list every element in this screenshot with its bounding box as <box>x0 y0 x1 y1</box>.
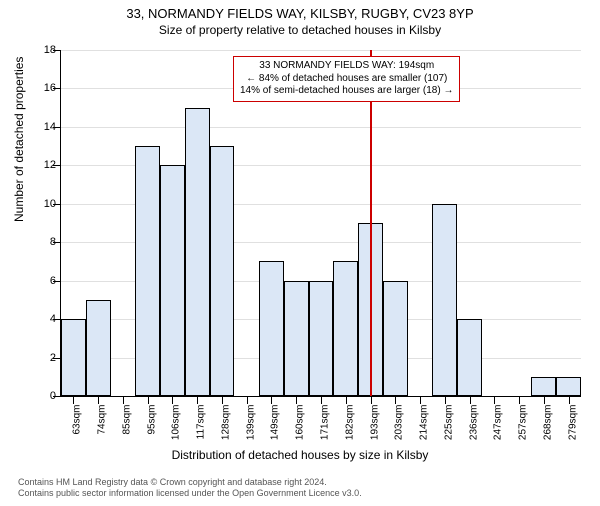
x-tick <box>346 396 347 404</box>
histogram-bar <box>531 377 556 396</box>
histogram-bar <box>86 300 111 396</box>
x-tick-label: 203sqm <box>394 405 405 441</box>
chart-container: 33, NORMANDY FIELDS WAY, KILSBY, RUGBY, … <box>0 6 600 506</box>
x-tick <box>296 396 297 404</box>
y-tick-label: 10 <box>26 198 56 210</box>
plot-region: 63sqm74sqm85sqm95sqm106sqm117sqm128sqm13… <box>60 50 581 397</box>
y-tick-label: 12 <box>26 159 56 171</box>
x-tick <box>395 396 396 404</box>
y-tick-label: 8 <box>26 236 56 248</box>
x-tick-label: 106sqm <box>171 405 182 441</box>
x-tick-label: 171sqm <box>320 405 331 441</box>
histogram-bar <box>160 165 185 396</box>
x-tick <box>148 396 149 404</box>
histogram-bar <box>284 281 309 396</box>
x-tick <box>544 396 545 404</box>
x-tick <box>98 396 99 404</box>
histogram-bar <box>259 261 284 396</box>
x-tick <box>271 396 272 404</box>
chart-subtitle: Size of property relative to detached ho… <box>0 23 600 37</box>
x-tick <box>172 396 173 404</box>
x-tick-label: 85sqm <box>121 405 132 435</box>
annotation-box: 33 NORMANDY FIELDS WAY: 194sqm← 84% of d… <box>233 56 460 102</box>
x-tick <box>197 396 198 404</box>
chart-area: 63sqm74sqm85sqm95sqm106sqm117sqm128sqm13… <box>60 50 580 396</box>
y-tick-label: 4 <box>26 313 56 325</box>
attribution-line1: Contains HM Land Registry data © Crown c… <box>18 477 362 489</box>
x-tick-label: 279sqm <box>567 405 578 441</box>
attribution: Contains HM Land Registry data © Crown c… <box>18 477 362 500</box>
histogram-bar <box>61 319 86 396</box>
x-tick-label: 193sqm <box>369 405 380 441</box>
histogram-bar <box>185 108 210 396</box>
x-tick-label: 225sqm <box>443 405 454 441</box>
x-tick-label: 63sqm <box>72 405 83 435</box>
histogram-bar <box>383 281 408 396</box>
x-tick <box>569 396 570 404</box>
y-tick-label: 0 <box>26 390 56 402</box>
histogram-bar <box>135 146 160 396</box>
histogram-bar <box>556 377 581 396</box>
grid-line <box>61 50 581 51</box>
histogram-bar <box>210 146 235 396</box>
attribution-line2: Contains public sector information licen… <box>18 488 362 500</box>
x-tick-label: 95sqm <box>146 405 157 435</box>
y-tick-label: 18 <box>26 44 56 56</box>
x-tick <box>494 396 495 404</box>
x-tick-label: 257sqm <box>518 405 529 441</box>
x-tick <box>321 396 322 404</box>
x-tick-label: 160sqm <box>295 405 306 441</box>
reference-line <box>370 50 372 396</box>
x-tick <box>445 396 446 404</box>
x-tick <box>222 396 223 404</box>
annotation-line: 14% of semi-detached houses are larger (… <box>240 85 453 98</box>
x-tick-label: 74sqm <box>97 405 108 435</box>
x-tick <box>247 396 248 404</box>
annotation-line: ← 84% of detached houses are smaller (10… <box>240 73 453 86</box>
x-tick-label: 139sqm <box>245 405 256 441</box>
x-tick-label: 149sqm <box>270 405 281 441</box>
x-tick <box>123 396 124 404</box>
x-tick <box>519 396 520 404</box>
x-tick-label: 182sqm <box>344 405 355 441</box>
x-tick-label: 128sqm <box>220 405 231 441</box>
x-tick-label: 214sqm <box>419 405 430 441</box>
grid-line <box>61 127 581 128</box>
histogram-bar <box>457 319 482 396</box>
y-tick-label: 2 <box>26 352 56 364</box>
y-tick-label: 14 <box>26 121 56 133</box>
x-axis-title: Distribution of detached houses by size … <box>0 448 600 462</box>
histogram-bar <box>333 261 358 396</box>
x-tick-label: 117sqm <box>196 405 207 440</box>
x-tick-label: 236sqm <box>468 405 479 441</box>
x-tick-label: 247sqm <box>493 405 504 441</box>
x-tick <box>420 396 421 404</box>
y-axis-title: Number of detached properties <box>12 57 26 222</box>
y-tick-label: 6 <box>26 275 56 287</box>
y-tick-label: 16 <box>26 82 56 94</box>
x-tick-label: 268sqm <box>542 405 553 441</box>
chart-title: 33, NORMANDY FIELDS WAY, KILSBY, RUGBY, … <box>0 6 600 21</box>
annotation-line: 33 NORMANDY FIELDS WAY: 194sqm <box>240 60 453 73</box>
x-tick <box>371 396 372 404</box>
x-tick <box>470 396 471 404</box>
histogram-bar <box>309 281 334 396</box>
histogram-bar <box>432 204 457 396</box>
x-tick <box>73 396 74 404</box>
